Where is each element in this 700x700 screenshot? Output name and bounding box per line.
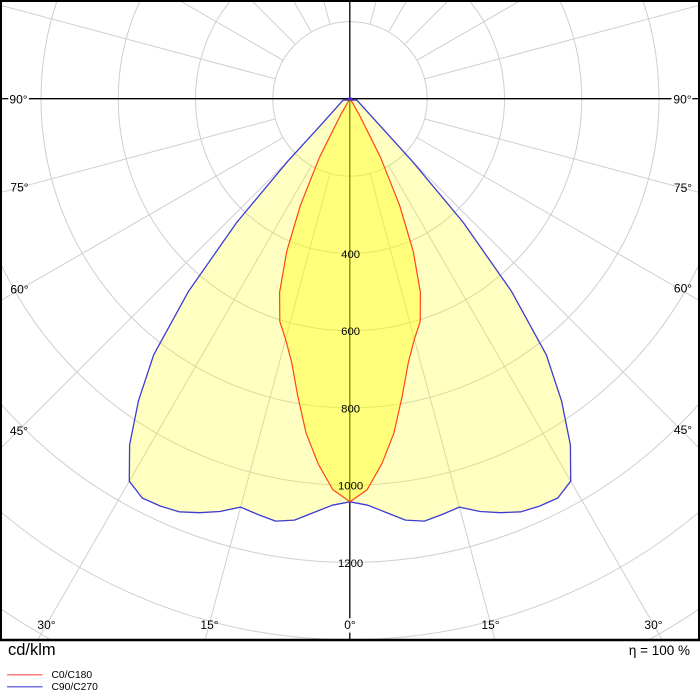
svg-text:15°: 15°: [200, 618, 218, 632]
svg-text:η = 100 %: η = 100 %: [629, 643, 690, 658]
svg-text:30°: 30°: [644, 618, 662, 632]
svg-text:15°: 15°: [481, 618, 499, 632]
svg-text:75°: 75°: [674, 181, 692, 195]
svg-text:400: 400: [341, 249, 360, 261]
svg-text:cd/klm: cd/klm: [8, 641, 56, 659]
svg-text:C0/C180: C0/C180: [52, 670, 93, 681]
svg-text:90°: 90°: [9, 92, 27, 106]
svg-text:0°: 0°: [344, 618, 356, 632]
svg-text:1000: 1000: [338, 481, 363, 493]
svg-text:60°: 60°: [674, 281, 692, 295]
svg-text:90°: 90°: [673, 92, 691, 106]
svg-text:75°: 75°: [10, 180, 28, 194]
svg-text:C90/C270: C90/C270: [52, 682, 99, 693]
svg-text:45°: 45°: [10, 424, 28, 438]
svg-text:60°: 60°: [10, 282, 28, 296]
svg-text:1200: 1200: [338, 558, 363, 570]
svg-text:30°: 30°: [37, 618, 55, 632]
svg-text:600: 600: [341, 326, 360, 338]
svg-text:45°: 45°: [674, 423, 692, 437]
svg-text:800: 800: [341, 403, 360, 415]
